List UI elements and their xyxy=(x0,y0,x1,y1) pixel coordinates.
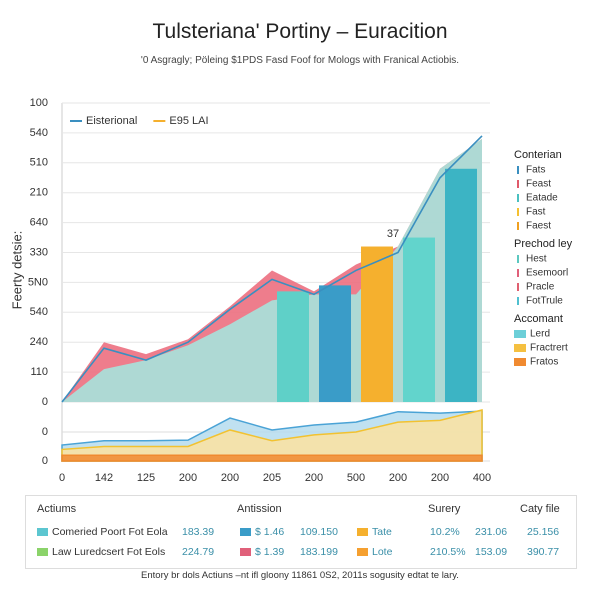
table-cell: 153.09 xyxy=(475,546,508,558)
table-header: Antission xyxy=(237,503,282,515)
legend-label: Pracle xyxy=(526,282,555,293)
table-cell: 183.199 xyxy=(300,546,338,558)
y-tick-label: 5N0 xyxy=(28,276,48,288)
y-tick-label: 0 xyxy=(42,396,48,408)
table-cell: Law Luredcsert Fot Eols xyxy=(52,546,166,558)
table-cell: 25.156 xyxy=(527,526,560,538)
legend-label: Esemoorl xyxy=(526,268,568,279)
table-swatch xyxy=(357,548,368,556)
legend-group-title: Prechod ley xyxy=(514,238,573,250)
legend-swatch xyxy=(514,358,526,366)
table-cell: $ 1.46 xyxy=(255,526,285,538)
table-cell: 224.79 xyxy=(182,546,215,558)
legend-label: Fast xyxy=(526,207,546,218)
table-box xyxy=(25,495,577,569)
x-tick-label: 200 xyxy=(389,472,407,484)
chart: Feerty detsie: 37 0 110 240 540 5N0 330 640 210… xyxy=(9,97,573,484)
area xyxy=(61,454,483,462)
legend-swatch xyxy=(514,344,526,352)
legend-group-title: Conterian xyxy=(514,149,562,161)
x-tick-label: 200 xyxy=(221,472,239,484)
table-swatch xyxy=(357,528,368,536)
y-tick-label: 540 xyxy=(30,306,48,318)
x-tick-label: 205 xyxy=(263,472,281,484)
table-cell: 210.5% xyxy=(430,546,466,558)
x-tick-label: 125 xyxy=(137,472,155,484)
area xyxy=(61,409,483,462)
bar xyxy=(277,291,309,402)
table-cell: 183.39 xyxy=(182,526,215,538)
x-tick-label: 142 xyxy=(95,472,113,484)
table-swatch xyxy=(240,548,251,556)
table-cell: 109.150 xyxy=(300,526,338,538)
legend-label: Lerd xyxy=(530,329,550,340)
y-tick-label: 110 xyxy=(30,366,48,378)
table-swatch xyxy=(240,528,251,536)
legend-label: FotTrule xyxy=(526,296,563,307)
annotation: 37 xyxy=(387,228,399,240)
table-header: Actiums xyxy=(37,503,77,515)
legend-label: Fratos xyxy=(530,357,558,368)
bar xyxy=(445,168,477,402)
legend-group-title: Accomant xyxy=(514,313,563,325)
y-tick-label: 100 xyxy=(30,97,48,109)
table-cell: Lote xyxy=(372,546,393,558)
table-cell: Comeried Poort Fot Eola xyxy=(52,526,168,538)
legend-swatch xyxy=(514,330,526,338)
y-tick-label: 240 xyxy=(30,336,48,348)
table-cell: $ 1.39 xyxy=(255,546,285,558)
x-tick-label: 200 xyxy=(179,472,197,484)
y-tick-label: 0 xyxy=(42,426,48,438)
table-cell: 10.2% xyxy=(430,526,460,538)
bar xyxy=(403,237,435,402)
subtitle: '0 Asgragly; Pöleing $1PDS Fasd Foof for… xyxy=(140,55,460,66)
line xyxy=(61,135,483,403)
x-tick-label: 0 xyxy=(59,472,65,484)
legend-label: Feast xyxy=(526,179,551,190)
y-tick-label: 510 xyxy=(30,157,48,169)
table-header: Caty file xyxy=(520,503,560,515)
y-axis-label: Feerty detsie: xyxy=(9,231,24,310)
table-cell: 231.06 xyxy=(475,526,508,538)
table-header: Surery xyxy=(428,503,461,515)
table-cell: Tate xyxy=(372,526,392,538)
x-tick-label: 200 xyxy=(431,472,449,484)
y-tick-label: 540 xyxy=(30,127,48,139)
legend-label: Fractrert xyxy=(530,343,568,354)
legend-label: Fats xyxy=(526,165,545,176)
x-tick-label: 200 xyxy=(305,472,323,484)
legend-label: Faest xyxy=(526,221,551,232)
x-tick-label: 400 xyxy=(473,472,491,484)
x-tick-label: 500 xyxy=(347,472,365,484)
legend-label: Eatade xyxy=(526,193,558,204)
table-swatch xyxy=(37,548,48,556)
y-tick-label: 330 xyxy=(30,246,48,258)
bar xyxy=(319,285,351,402)
footnote: Entory br dols Actiuns –nt ifl gloony 11… xyxy=(141,570,459,581)
title: Tulsteriana' Portiny – Euracition xyxy=(152,20,448,43)
y-tick-label: 0 xyxy=(42,455,48,467)
legend-label: Hest xyxy=(526,254,547,265)
legend-label: Eisterional xyxy=(86,115,137,127)
table-cell: 390.77 xyxy=(527,546,560,558)
legend-label: E95 LAI xyxy=(169,115,208,127)
y-tick-label: 210 xyxy=(30,187,48,199)
table-swatch xyxy=(37,528,48,536)
bar xyxy=(361,246,393,402)
y-tick-label: 640 xyxy=(30,217,48,229)
